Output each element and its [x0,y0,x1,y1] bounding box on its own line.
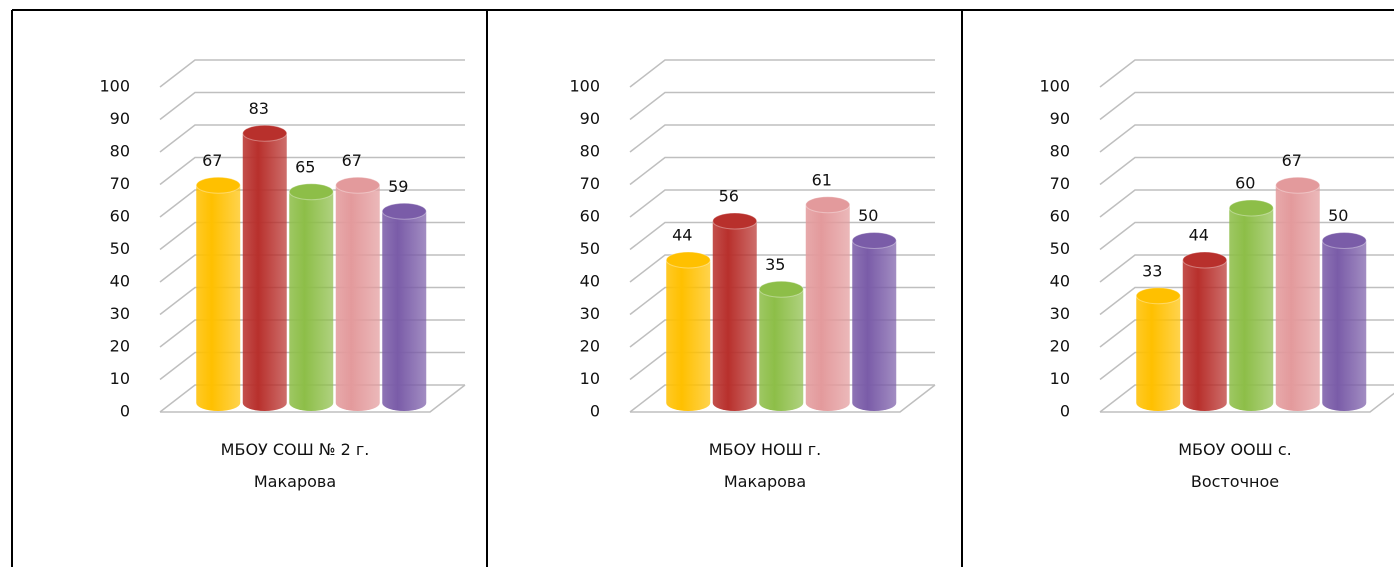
value-label: 61 [812,170,832,189]
y-tick-label: 40 [1050,272,1070,291]
value-label: 50 [858,206,878,225]
value-label: 56 [719,187,739,206]
bar [196,185,241,411]
value-label: 35 [765,255,785,274]
y-tick-label: 100 [99,77,130,96]
bar-top [665,251,711,269]
grid-line [159,124,465,153]
floor [160,384,466,413]
value-label: 33 [1142,261,1162,280]
bar-top [1275,176,1321,194]
y-tick-label: 50 [110,239,130,258]
bar [242,133,287,411]
bar [1229,208,1274,411]
floor [630,384,936,413]
grid-line [629,189,935,218]
y-tick-label: 30 [110,304,130,323]
y-tick-label: 90 [1050,109,1070,128]
grid-line [1099,124,1394,153]
bar [382,211,427,411]
bar [289,191,334,411]
grid-line [629,59,935,88]
grid-line [1099,91,1394,121]
y-tick-label: 20 [1050,337,1070,356]
y-tick-label: 0 [1060,402,1070,421]
category-label: МБОУ СОШ № 2 г. Макарова [220,440,370,491]
y-tick-label: 40 [110,272,130,291]
bar-top [1321,232,1367,249]
grid-line [1099,156,1394,186]
value-label: 50 [1328,206,1348,225]
value-label: 65 [295,157,315,176]
y-tick-label: 50 [1050,239,1070,258]
bar [852,240,897,411]
value-label: 67 [342,151,362,170]
grid-line [629,91,935,121]
bar-top [335,176,381,194]
y-tick-label: 80 [580,142,600,161]
y-tick-label: 70 [580,174,600,193]
bar [712,221,757,411]
y-tick-label: 20 [110,337,130,356]
value-label: 59 [388,177,408,196]
bar-top [712,212,758,230]
y-tick-label: 70 [1050,174,1070,193]
bar [335,185,380,411]
grid-line [629,156,935,186]
y-tick-label: 30 [580,304,600,323]
bar [1275,185,1320,411]
y-tick-label: 10 [1050,369,1070,388]
bar-top [288,183,334,201]
grid-line [1099,59,1394,88]
y-tick-label: 90 [580,109,600,128]
y-tick-label: 20 [580,337,600,356]
grid-line [159,91,465,121]
bar-top [805,196,851,214]
bar-top [381,202,427,220]
y-tick-label: 80 [110,142,130,161]
y-tick-label: 60 [580,207,600,226]
bar-top [195,176,241,194]
bar-top [1182,251,1228,269]
y-tick-label: 80 [1050,142,1070,161]
value-label: 44 [672,226,692,245]
floor [1100,392,1394,413]
y-tick-label: 100 [569,77,600,96]
bar-top [1135,287,1181,305]
y-tick-label: 90 [110,109,130,128]
bar-top [851,232,897,249]
bar [759,289,804,411]
grid-line [159,59,465,88]
bar-top [1228,199,1274,217]
bar [805,204,850,411]
bar-top [758,280,804,298]
y-tick-label: 10 [110,369,130,388]
y-tick-label: 60 [110,207,130,226]
y-tick-label: 0 [120,402,130,421]
bar [1182,260,1227,411]
bar [1322,240,1367,411]
y-tick-label: 0 [590,402,600,421]
y-tick-label: 100 [1039,77,1070,96]
y-tick-label: 60 [1050,207,1070,226]
y-tick-label: 70 [110,174,130,193]
value-label: 67 [202,151,222,170]
value-label: 67 [1282,151,1302,170]
category-label: МБОУ ООШ с. Восточное [1178,440,1292,491]
value-label: 44 [1189,226,1209,245]
y-tick-label: 30 [1050,304,1070,323]
y-tick-label: 40 [580,272,600,291]
bar-top [242,124,288,142]
category-label: МБОУ НОШ г. Макарова [708,440,822,491]
grid-line [159,156,465,186]
value-label: 60 [1235,174,1255,193]
y-tick-label: 10 [580,369,600,388]
y-tick-label: 50 [580,239,600,258]
grid-line [629,124,935,153]
bar [1136,295,1181,411]
bar [666,260,711,411]
value-label: 83 [249,99,269,118]
